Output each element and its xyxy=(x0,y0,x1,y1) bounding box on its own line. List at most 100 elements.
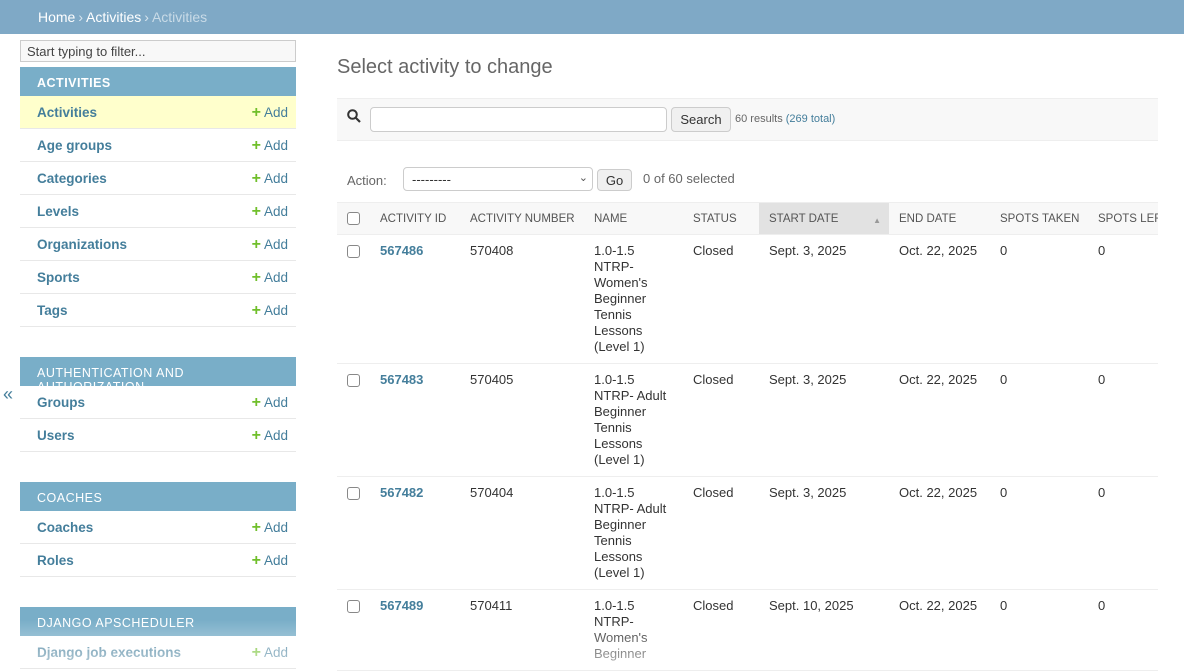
search-bar: Search 60 results (269 total) xyxy=(337,98,1158,141)
add-link[interactable]: +Add xyxy=(251,104,288,121)
cell: Oct. 22, 2025 xyxy=(889,363,990,477)
actions-bar: Action: --------- ⌄ Go 0 of 60 selected xyxy=(337,167,1158,193)
sidebar-item-link[interactable]: Levels xyxy=(37,204,80,219)
column-header[interactable]: ACTIVITY NUMBER xyxy=(460,202,584,235)
row-checkbox[interactable] xyxy=(347,487,360,500)
sidebar-item: Organizations + Add xyxy=(20,228,296,261)
add-link[interactable]: +Add xyxy=(251,394,288,411)
plus-icon: + xyxy=(251,104,261,121)
add-link[interactable]: +Add xyxy=(251,427,288,444)
column-header[interactable]: NAME xyxy=(584,202,683,235)
selection-counter: 0 of 60 selected xyxy=(643,171,735,186)
breadcrumb-app[interactable]: Activities xyxy=(86,9,142,25)
sidebar-item: Tags + Add xyxy=(20,294,296,327)
column-header[interactable]: STATUS xyxy=(683,202,759,235)
cell: 570408 xyxy=(460,234,584,364)
chevron-down-icon: ⌄ xyxy=(578,172,588,184)
sidebar-section: ACTIVITIES Activities + Add Age groups + Add Ca… xyxy=(20,67,296,327)
cell: 0 xyxy=(990,363,1088,477)
plus-icon: + xyxy=(251,552,261,569)
plus-icon: + xyxy=(251,394,261,411)
activity-id-link[interactable]: 567489 xyxy=(380,598,424,613)
page-title: Select activity to change xyxy=(337,56,553,78)
cell: Closed xyxy=(683,234,759,364)
cell: 570405 xyxy=(460,363,584,477)
column-header[interactable]: SPOTS TAKEN xyxy=(990,202,1088,235)
cell: 0 xyxy=(1088,363,1158,477)
sidebar-item-link[interactable]: Age groups xyxy=(37,138,113,153)
add-link[interactable]: +Add xyxy=(251,552,288,569)
cell: Sept. 3, 2025 xyxy=(759,363,889,477)
table-row: 567483 570405 1.0-1.5 NTRP- Adult Beginner… xyxy=(337,363,1158,477)
sidebar-item-link[interactable]: Organizations xyxy=(37,237,128,252)
cell: Closed xyxy=(683,363,759,477)
collapse-sidebar-icon[interactable]: « xyxy=(3,384,14,404)
breadcrumb-home[interactable]: Home xyxy=(38,9,76,25)
cell: 0 xyxy=(1088,234,1158,364)
cell: 570404 xyxy=(460,476,584,590)
column-header[interactable]: SPOTS LEFT xyxy=(1088,202,1158,235)
select-all-checkbox[interactable] xyxy=(347,211,360,225)
plus-icon: + xyxy=(251,137,261,154)
row-checkbox[interactable] xyxy=(347,245,360,258)
sidebar-filter-input[interactable] xyxy=(20,40,296,62)
sidebar-item: Coaches + Add xyxy=(20,511,296,544)
sidebar-item: Groups + Add xyxy=(20,386,296,419)
select-all-header xyxy=(337,202,370,235)
sidebar-section-header[interactable]: COACHES xyxy=(20,482,296,511)
cell: 0 xyxy=(990,476,1088,590)
add-link[interactable]: +Add xyxy=(251,236,288,253)
activity-id-link[interactable]: 567486 xyxy=(380,243,424,258)
breadcrumb-current: Activities xyxy=(151,9,208,25)
activity-id-link[interactable]: 567482 xyxy=(380,485,424,500)
plus-icon: + xyxy=(251,269,261,286)
sidebar-item-link[interactable]: Users xyxy=(37,428,75,443)
sidebar-item: Activities + Add xyxy=(20,96,296,129)
sidebar-item-link[interactable]: Activities xyxy=(37,105,98,120)
search-button[interactable]: Search xyxy=(671,107,731,132)
plus-icon: + xyxy=(251,302,261,319)
add-link[interactable]: +Add xyxy=(251,203,288,220)
sidebar-section: AUTHENTICATION AND AUTHORIZATION Groups + A… xyxy=(20,357,296,452)
sidebar-item-link[interactable]: Categories xyxy=(37,171,107,186)
results-table: ACTIVITY ID ACTIVITY NUMBER NAME STATUS STAR… xyxy=(337,202,1158,671)
go-button[interactable]: Go xyxy=(597,169,632,191)
row-checkbox[interactable] xyxy=(347,600,360,613)
cell: 1.0-1.5 NTRP- Adult Beginner Tennis Less… xyxy=(584,363,683,477)
cell: 1.0-1.5 NTRP- Adult Beginner Tennis Less… xyxy=(584,476,683,590)
breadcrumb: Home › Activities › Activities xyxy=(0,0,1184,34)
cell: Oct. 22, 2025 xyxy=(889,476,990,590)
column-header[interactable]: ACTIVITY ID xyxy=(370,202,460,235)
sort-ascending-icon[interactable]: ▲ xyxy=(873,216,881,225)
action-select[interactable]: --------- ⌄ xyxy=(403,167,593,191)
plus-icon: + xyxy=(251,203,261,220)
sidebar-item-link[interactable]: Sports xyxy=(37,270,80,285)
add-link[interactable]: +Add xyxy=(251,170,288,187)
show-all-link[interactable]: (269 total) xyxy=(785,113,836,125)
cell: Oct. 22, 2025 xyxy=(889,234,990,364)
plus-icon: + xyxy=(251,236,261,253)
sidebar-item-link[interactable]: Roles xyxy=(37,553,74,568)
add-link[interactable]: +Add xyxy=(251,137,288,154)
plus-icon: + xyxy=(251,170,261,187)
add-link[interactable]: +Add xyxy=(251,519,288,536)
cell: 1.0-1.5 NTRP-Women's Beginner Tennis Les… xyxy=(584,234,683,364)
search-input[interactable] xyxy=(370,107,667,132)
table-row: 567486 570408 1.0-1.5 NTRP-Women's Beginne… xyxy=(337,234,1158,364)
sidebar-item-link[interactable]: Coaches xyxy=(37,520,94,535)
row-checkbox[interactable] xyxy=(347,374,360,387)
column-header[interactable]: START DATE ▲ xyxy=(759,202,889,235)
sidebar-item-link[interactable]: Tags xyxy=(37,303,68,318)
sidebar-section-header[interactable]: AUTHENTICATION AND AUTHORIZATION xyxy=(20,357,296,394)
search-icon xyxy=(347,109,361,123)
add-link[interactable]: +Add xyxy=(251,269,288,286)
sidebar-section-header[interactable]: ACTIVITIES xyxy=(20,67,296,96)
sidebar-item: Categories + Add xyxy=(20,162,296,195)
cell: Closed xyxy=(683,476,759,590)
cell: 0 xyxy=(1088,476,1158,590)
sidebar-item-link[interactable]: Groups xyxy=(37,395,86,410)
column-header[interactable]: END DATE xyxy=(889,202,990,235)
add-link[interactable]: +Add xyxy=(251,302,288,319)
activity-id-link[interactable]: 567483 xyxy=(380,372,424,387)
